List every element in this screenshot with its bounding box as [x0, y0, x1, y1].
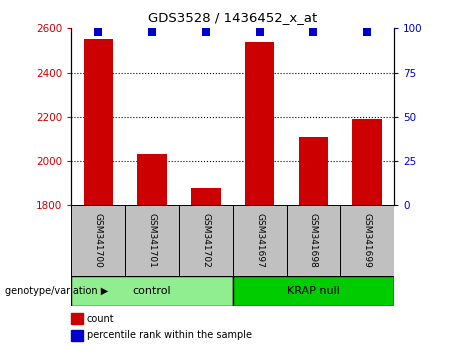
- Text: GSM341699: GSM341699: [363, 213, 372, 268]
- Bar: [191, 188, 221, 205]
- Bar: [71, 276, 233, 306]
- Point: [256, 29, 263, 34]
- Point: [364, 29, 371, 34]
- Text: percentile rank within the sample: percentile rank within the sample: [87, 330, 252, 340]
- Bar: [83, 39, 113, 205]
- Point: [202, 29, 210, 34]
- Bar: [299, 137, 328, 205]
- Bar: [233, 205, 287, 276]
- Point: [310, 29, 317, 34]
- Bar: [233, 276, 394, 306]
- Text: GSM341701: GSM341701: [148, 213, 157, 268]
- Text: control: control: [133, 286, 171, 296]
- Text: GSM341698: GSM341698: [309, 213, 318, 268]
- Text: GSM341702: GSM341702: [201, 213, 210, 268]
- Title: GDS3528 / 1436452_x_at: GDS3528 / 1436452_x_at: [148, 11, 318, 24]
- Bar: [353, 119, 382, 205]
- Bar: [71, 205, 125, 276]
- Bar: [125, 205, 179, 276]
- Point: [148, 29, 156, 34]
- Bar: [340, 205, 394, 276]
- Bar: [287, 205, 340, 276]
- Text: GSM341700: GSM341700: [94, 213, 103, 268]
- Bar: [137, 154, 167, 205]
- Point: [95, 29, 102, 34]
- Text: genotype/variation ▶: genotype/variation ▶: [5, 286, 108, 296]
- Text: GSM341697: GSM341697: [255, 213, 264, 268]
- Bar: [245, 42, 274, 205]
- Text: count: count: [87, 314, 114, 324]
- Bar: [179, 205, 233, 276]
- Text: KRAP null: KRAP null: [287, 286, 340, 296]
